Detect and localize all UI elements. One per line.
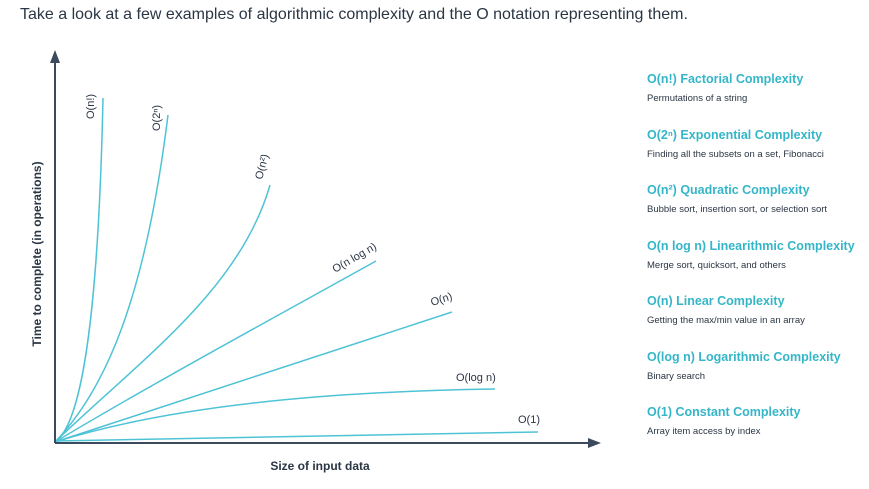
- label-quadratic: O(n²): [253, 153, 271, 181]
- curve-linear: [54, 311, 453, 443]
- y-axis-title: Time to complete (in operations): [30, 161, 44, 346]
- label-linear: O(n): [429, 291, 454, 309]
- legend-item-linearithmic: O(n log n) Linearithmic Complexity Merge…: [647, 239, 862, 295]
- legend-title: O(n²) Quadratic Complexity: [647, 183, 810, 197]
- label-constant: O(1): [518, 414, 540, 426]
- legend-item-factorial: O(n!) Factorial Complexity Permutations …: [647, 72, 862, 128]
- x-axis-title: Size of input data: [270, 459, 370, 473]
- legend-desc: Binary search: [647, 370, 706, 382]
- legend-title: O(n) Linear Complexity: [647, 294, 785, 308]
- legend-title: O(1) Constant Complexity: [647, 405, 801, 419]
- curve-linearithmic: [54, 260, 377, 443]
- legend-desc: Array item access by index: [647, 426, 761, 437]
- label-factorial: O(n!): [85, 94, 97, 119]
- label-logarithmic: O(log n): [456, 372, 496, 384]
- legend-desc: Bubble sort, insertion sort, or selectio…: [647, 204, 828, 215]
- curve-factorial: [54, 97, 104, 443]
- curve-constant: [54, 431, 539, 442]
- legend-desc: Permutations of a string: [647, 93, 748, 104]
- legend-item-linear: O(n) Linear Complexity Getting the max/m…: [647, 294, 862, 350]
- legend-item-logarithmic: O(log n) Logarithmic Complexity Binary s…: [647, 350, 862, 406]
- legend-item-quadratic: O(n²) Quadratic Complexity Bubble sort, …: [647, 183, 862, 239]
- legend-title: O(n log n) Linearithmic Complexity: [647, 238, 855, 253]
- curve-quadratic: [54, 184, 271, 443]
- legend-title: O(log n) Logarithmic Complexity: [647, 349, 841, 364]
- legend-desc: Finding all the subsets on a set, Fibona…: [647, 148, 824, 160]
- curve-logarithmic: [54, 388, 496, 443]
- complexity-legend: O(n!) Factorial Complexity Permutations …: [647, 72, 862, 461]
- label-exponential: O(2ⁿ): [151, 105, 163, 131]
- legend-desc: Getting the max/min value in an array: [647, 315, 805, 326]
- y-axis-arrow: [50, 50, 60, 63]
- curve-exponential: [54, 114, 169, 443]
- intro-text: Take a look at a few examples of algorit…: [20, 6, 688, 23]
- label-linearithmic: O(n log n): [331, 241, 379, 276]
- legend-item-constant: O(1) Constant Complexity Array item acce…: [647, 405, 862, 461]
- legend-desc: Merge sort, quicksort, and others: [647, 259, 786, 271]
- legend-item-exponential: O(2ⁿ) Exponential Complexity Finding all…: [647, 128, 862, 184]
- legend-title: O(n!) Factorial Complexity: [647, 72, 804, 86]
- x-axis-arrow: [588, 438, 601, 448]
- legend-title: O(2ⁿ) Exponential Complexity: [647, 127, 823, 142]
